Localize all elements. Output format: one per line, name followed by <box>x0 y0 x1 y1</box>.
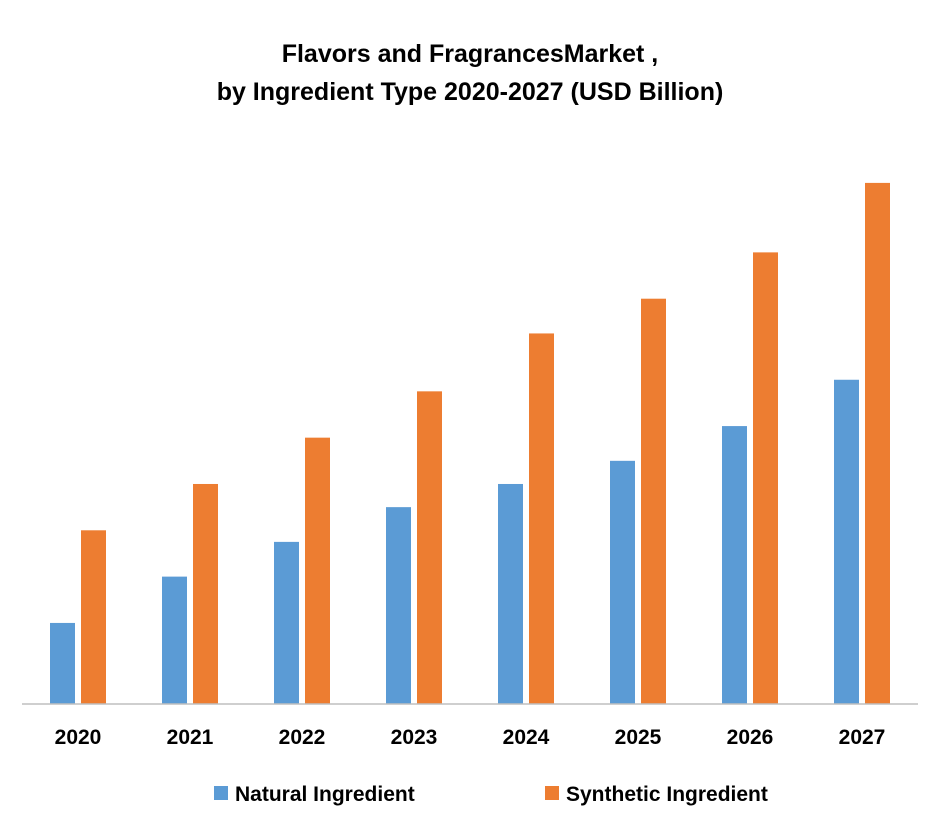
legend-item-synthetic-ingredient: Synthetic Ingredient <box>545 783 768 806</box>
bar-synthetic-ingredient-2023 <box>417 391 442 704</box>
bar-natural-ingredient-2021 <box>162 576 187 704</box>
x-tick-label-2022: 2022 <box>279 726 326 749</box>
chart-title-line-2: by Ingredient Type 2020-2027 (USD Billio… <box>217 78 724 106</box>
bar-synthetic-ingredient-2025 <box>641 298 666 704</box>
bar-natural-ingredient-2023 <box>386 507 411 704</box>
bar-natural-ingredient-2020 <box>50 622 75 704</box>
bar-synthetic-ingredient-2021 <box>193 483 218 704</box>
x-tick-label-2027: 2027 <box>839 726 886 749</box>
legend-swatch <box>214 786 228 800</box>
bar-natural-ingredient-2022 <box>274 541 299 704</box>
bar-synthetic-ingredient-2022 <box>305 437 330 704</box>
x-tick-label-2024: 2024 <box>503 726 550 749</box>
legend: Natural Ingredient Synthetic Ingredient <box>214 783 768 806</box>
bar-synthetic-ingredient-2024 <box>529 333 554 704</box>
bar-synthetic-ingredient-2027 <box>865 182 890 704</box>
bars-layer <box>50 182 890 704</box>
bar-natural-ingredient-2025 <box>610 460 635 704</box>
bar-synthetic-ingredient-2026 <box>753 252 778 704</box>
legend-swatch <box>545 786 559 800</box>
x-tick-label-2025: 2025 <box>615 726 662 749</box>
x-tick-label-2020: 2020 <box>55 726 102 749</box>
x-tick-label-2026: 2026 <box>727 726 774 749</box>
legend-label: Synthetic Ingredient <box>566 783 768 806</box>
bar-natural-ingredient-2026 <box>722 426 747 704</box>
bar-synthetic-ingredient-2020 <box>81 530 106 704</box>
x-tick-label-2021: 2021 <box>167 726 214 749</box>
x-axis-tick-labels: 2020 2021 2022 2023 2024 2025 2026 2027 <box>55 726 886 749</box>
legend-item-natural-ingredient: Natural Ingredient <box>214 783 415 806</box>
chart-title: Flavors and FragrancesMarket , by Ingred… <box>217 40 724 106</box>
chart-title-line-1: Flavors and FragrancesMarket , <box>282 40 659 68</box>
legend-label: Natural Ingredient <box>235 783 415 806</box>
x-tick-label-2023: 2023 <box>391 726 438 749</box>
bar-natural-ingredient-2024 <box>498 483 523 704</box>
bar-natural-ingredient-2027 <box>834 379 859 704</box>
